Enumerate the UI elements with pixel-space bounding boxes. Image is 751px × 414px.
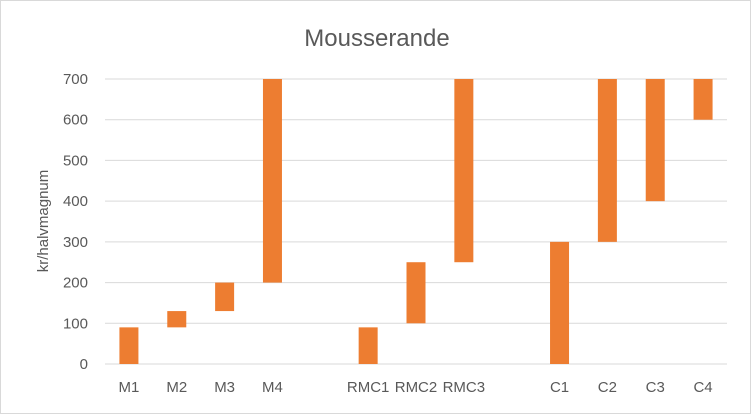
bar-c2 <box>597 79 617 242</box>
x-tick-label: C3 <box>646 379 665 396</box>
bar-m2 <box>167 311 187 328</box>
y-tick-label: 100 <box>63 315 88 332</box>
x-tick-labels: M1 M2 M3 M4 RMC1 RMC2 RMC3 C1 C2 C3 C4 <box>119 379 713 396</box>
bar-c1 <box>550 241 570 364</box>
bars <box>119 79 713 364</box>
x-tick-label: C1 <box>550 379 569 396</box>
y-tick-label: 0 <box>80 356 88 373</box>
x-tick-label: M1 <box>119 379 140 396</box>
bar-rmc3 <box>454 79 474 263</box>
x-tick-label: M4 <box>262 379 283 396</box>
x-tick-label: M2 <box>166 379 187 396</box>
x-tick-label: RMC2 <box>395 379 438 396</box>
x-tick-label: RMC3 <box>443 379 486 396</box>
bar-rmc2 <box>406 262 426 324</box>
y-tick-labels: 0 100 200 300 400 500 600 700 <box>63 71 88 373</box>
bar-m3 <box>215 282 235 312</box>
x-tick-label: M3 <box>214 379 235 396</box>
bar-m1 <box>119 327 139 364</box>
y-tick-label: 200 <box>63 275 88 292</box>
chart-title: Mousserande <box>304 25 449 52</box>
y-tick-label: 700 <box>63 71 88 88</box>
bar-c4 <box>693 79 713 120</box>
y-tick-label: 500 <box>63 152 88 169</box>
y-tick-label: 300 <box>63 234 88 251</box>
y-tick-label: 600 <box>63 112 88 129</box>
bar-rmc1 <box>358 327 378 364</box>
x-tick-label: C2 <box>598 379 617 396</box>
x-tick-label: RMC1 <box>347 379 390 396</box>
y-axis-title: kr/halvmagnum <box>35 170 52 273</box>
y-tick-label: 400 <box>63 193 88 210</box>
bar-m4 <box>262 79 282 283</box>
bar-c3 <box>645 79 665 202</box>
x-tick-label: C4 <box>693 379 712 396</box>
